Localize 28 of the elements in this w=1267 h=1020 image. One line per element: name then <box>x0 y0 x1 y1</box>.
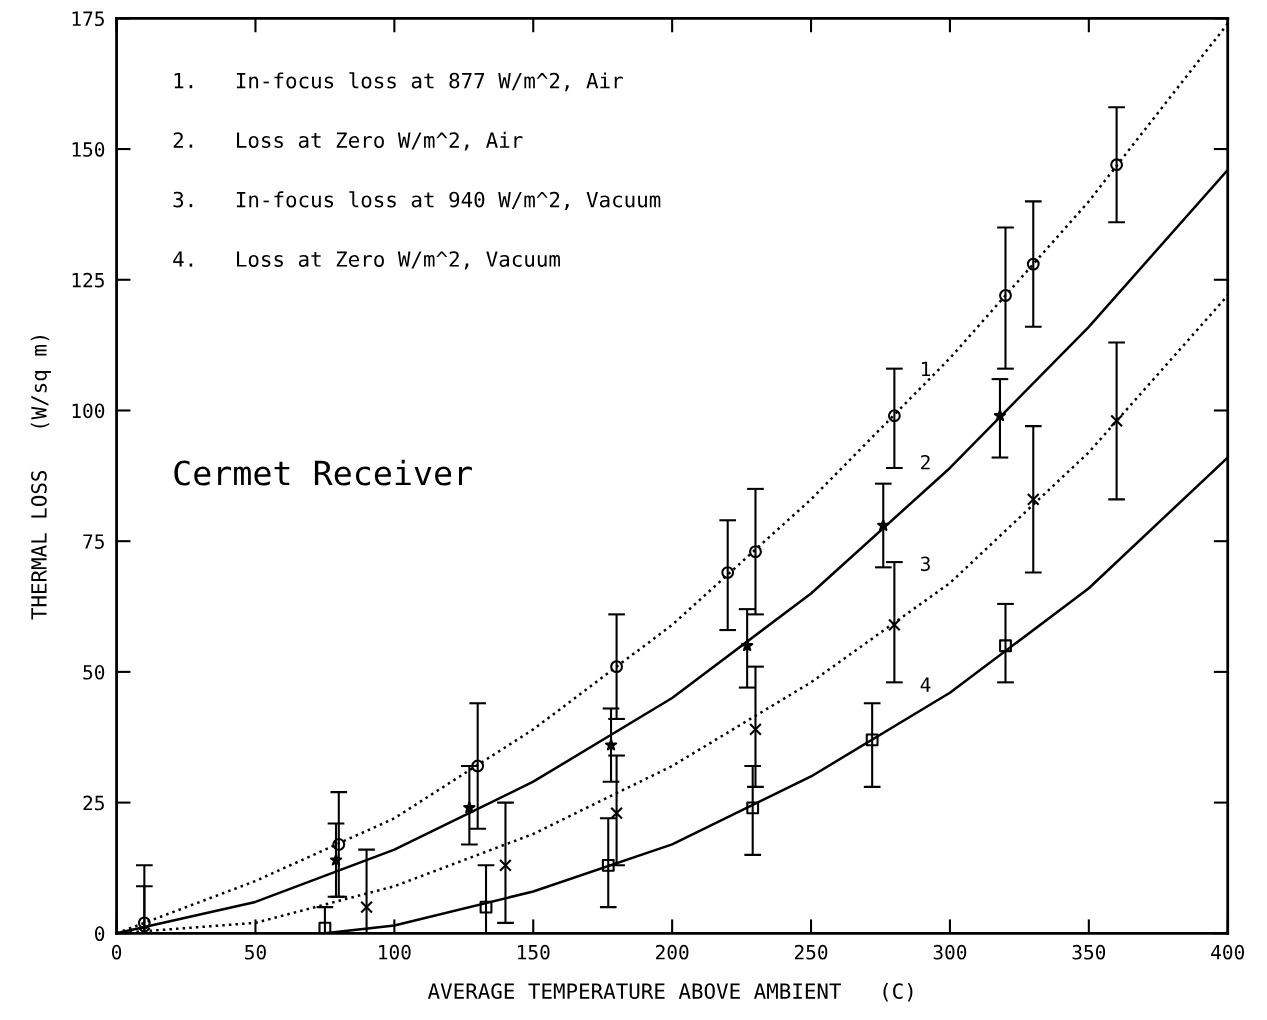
y-tick-label: 150 <box>72 142 105 157</box>
x-tick-label: 50 <box>245 944 266 960</box>
x-tick-label: 400 <box>1211 944 1245 960</box>
annotation: Cermet Receiver <box>174 459 472 486</box>
y-tick-label: 25 <box>83 795 104 811</box>
annotation: 1. In-focus loss at 877 W/m^2, Air <box>174 72 623 92</box>
y-tick-label: 175 <box>72 11 104 27</box>
y-axis-title: THERMAL LOSS (W/sq m) <box>30 335 51 620</box>
x-tick-label: 0 <box>111 944 122 960</box>
x-tick-label: 300 <box>933 944 967 960</box>
x-tick-label: 200 <box>656 944 689 960</box>
annotation: 2 <box>921 454 930 470</box>
annotation: 3. In-focus loss at 940 W/m^2, Vacuum <box>173 191 661 211</box>
x-tick-label: 150 <box>518 944 550 960</box>
x-axis-title: AVERAGE TEMPERATURE ABOVE AMBIENT (C) <box>427 982 913 1002</box>
annotation: 1 <box>921 361 931 377</box>
x-tick-label: 250 <box>794 944 828 960</box>
annotation: 3 <box>920 556 930 572</box>
y-tick-label: 0 <box>95 926 105 942</box>
y-tick-label: 75 <box>83 534 104 549</box>
x-tick-label: 350 <box>1072 944 1106 960</box>
y-tick-label: 125 <box>72 272 104 288</box>
x-tick-label: 100 <box>379 944 411 960</box>
y-tick-label: 50 <box>83 664 105 680</box>
y-tick-label: 100 <box>72 403 105 419</box>
annotation: 2. Loss at Zero W/m^2, Air <box>173 131 523 151</box>
annotation: 4. Loss at Zero W/m^2, Vacuum <box>173 251 560 270</box>
annotation: 4 <box>920 677 931 692</box>
